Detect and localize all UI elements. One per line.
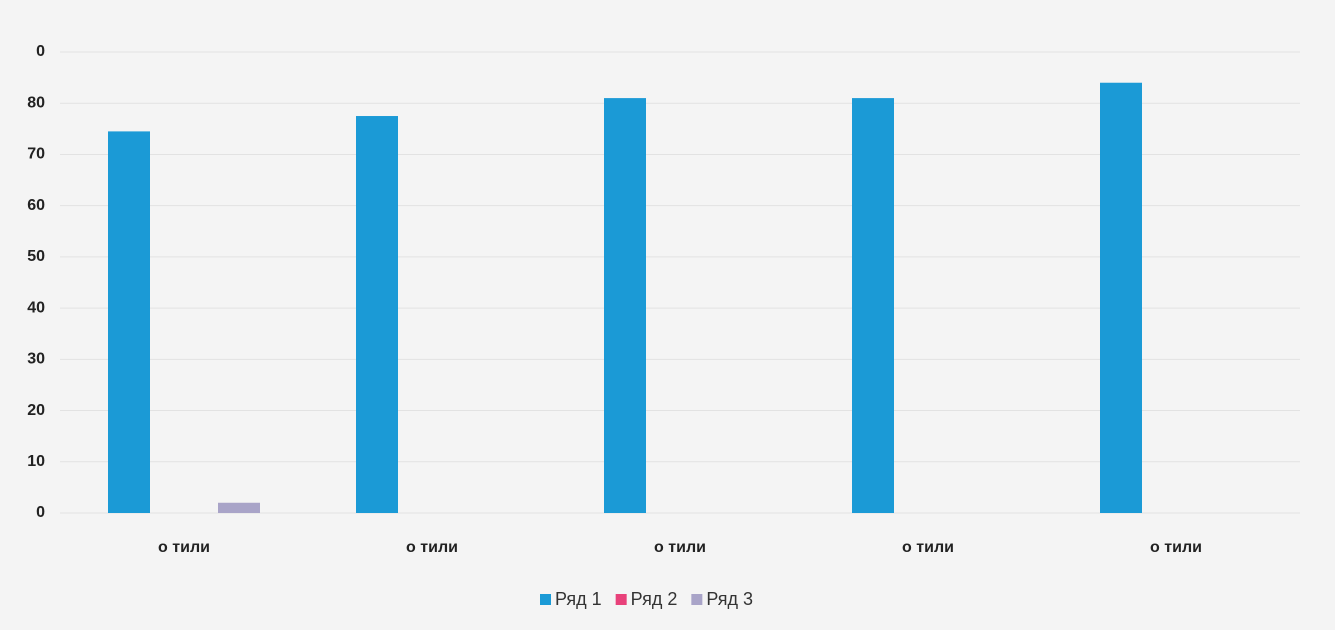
bar xyxy=(108,131,150,513)
legend-swatch xyxy=(540,594,551,605)
bar xyxy=(1100,82,1142,513)
bar xyxy=(604,98,646,513)
bar xyxy=(356,116,398,514)
x-tick-label: о тили xyxy=(654,539,706,556)
y-tick-label: 20 xyxy=(27,402,45,419)
bar xyxy=(852,98,894,513)
bar xyxy=(218,502,260,513)
legend-swatch xyxy=(615,594,627,605)
y-tick-label: 10 xyxy=(27,453,45,470)
legend-label: Ряд 2 xyxy=(631,589,678,609)
x-tick-label: о тили xyxy=(1150,539,1202,556)
y-tick-label: 0 xyxy=(36,43,45,60)
legend-label: Ряд 3 xyxy=(706,589,753,609)
x-tick-label: о тили xyxy=(902,539,954,556)
y-tick-label: 40 xyxy=(27,299,45,316)
legend-label: Ряд 1 xyxy=(555,589,602,609)
x-tick-label: о тили xyxy=(158,539,210,556)
y-tick-label: 0 xyxy=(36,504,45,521)
y-tick-label: 70 xyxy=(27,146,45,163)
x-tick-label: о тили xyxy=(406,539,458,556)
y-tick-label: 30 xyxy=(27,351,45,368)
legend-swatch xyxy=(691,594,703,605)
y-tick-label: 80 xyxy=(27,94,45,111)
y-tick-label: 60 xyxy=(27,197,45,214)
y-tick-label: 50 xyxy=(27,248,45,265)
